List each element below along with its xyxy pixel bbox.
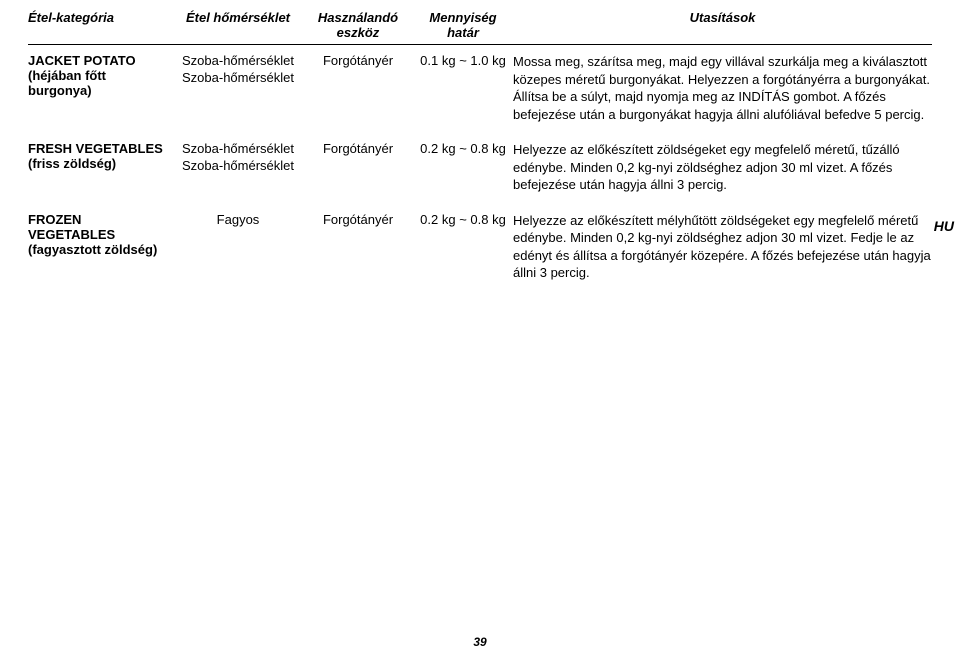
food-tool: Forgótányér <box>303 212 413 227</box>
table-row: JACKET POTATO (héjában főtt burgonya) Sz… <box>28 53 932 123</box>
header-tool: Használandó eszköz <box>303 10 413 40</box>
header-instructions: Utasítások <box>513 10 932 25</box>
food-tool: Forgótányér <box>303 141 413 156</box>
page-number: 39 <box>473 635 486 649</box>
food-name: JACKET POTATO (héjában főtt burgonya) <box>28 53 173 98</box>
food-instructions: Helyezze az előkészített zöldségeket egy… <box>513 141 932 194</box>
food-name: FROZEN VEGETABLES (fagyasztott zöldség) <box>28 212 173 257</box>
header-temp: Étel hőmérséklet <box>173 10 303 25</box>
table-row: FROZEN VEGETABLES (fagyasztott zöldség) … <box>28 212 932 282</box>
food-tool: Forgótányér <box>303 53 413 68</box>
food-temp: Fagyos <box>173 212 303 229</box>
food-instructions: Mossa meg, szárítsa meg, majd egy villáv… <box>513 53 932 123</box>
language-tab: HU <box>934 218 954 234</box>
header-qty: Mennyiség határ <box>413 10 513 40</box>
food-temp: Szoba-hőmérséklet Szoba-hőmérséklet <box>173 141 303 175</box>
food-name: FRESH VEGETABLES (friss zöldség) <box>28 141 173 171</box>
food-qty: 0.2 kg ~ 0.8 kg <box>413 212 513 227</box>
food-qty: 0.1 kg ~ 1.0 kg <box>413 53 513 68</box>
table-header-row: Étel-kategória Étel hőmérséklet Használa… <box>28 10 932 45</box>
cooking-table: Étel-kategória Étel hőmérséklet Használa… <box>28 10 932 282</box>
food-qty: 0.2 kg ~ 0.8 kg <box>413 141 513 156</box>
table-row: FRESH VEGETABLES (friss zöldség) Szoba-h… <box>28 141 932 194</box>
header-category: Étel-kategória <box>28 10 173 25</box>
food-temp: Szoba-hőmérséklet Szoba-hőmérséklet <box>173 53 303 87</box>
food-instructions: Helyezze az előkészített mélyhűtött zöld… <box>513 212 932 282</box>
